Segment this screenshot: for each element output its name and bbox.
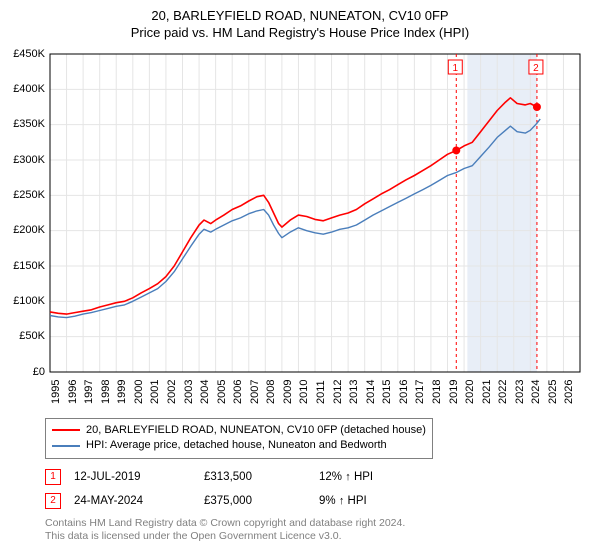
y-tick-label: £150K — [10, 260, 45, 272]
x-tick-label: 2002 — [166, 379, 178, 403]
marker-suffix: HPI — [354, 471, 373, 483]
legend-swatch — [52, 429, 80, 431]
x-tick-label: 2013 — [348, 379, 360, 403]
marker-row: 2 24-MAY-2024 £375,000 9% ↑ HPI — [45, 493, 590, 509]
marker-number-box: 1 — [45, 469, 61, 485]
marker-pct-val: 9% — [319, 495, 336, 507]
y-tick-label: £50K — [10, 330, 45, 342]
marker-suffix: HPI — [348, 495, 367, 507]
y-tick-label: £450K — [10, 48, 45, 60]
x-tick-label: 2023 — [514, 379, 526, 403]
y-tick-label: £400K — [10, 83, 45, 95]
x-tick-label: 2022 — [497, 379, 509, 403]
y-tick-label: £250K — [10, 189, 45, 201]
x-tick-label: 1998 — [100, 379, 112, 403]
footer-line: Contains HM Land Registry data © Crown c… — [45, 517, 590, 531]
svg-text:1: 1 — [452, 63, 458, 74]
legend-box: 20, BARLEYFIELD ROAD, NUNEATON, CV10 0FP… — [45, 418, 433, 459]
x-tick-label: 2021 — [481, 379, 493, 403]
x-tick-label: 2020 — [464, 379, 476, 403]
x-tick-label: 2024 — [530, 379, 542, 403]
x-tick-label: 2016 — [398, 379, 410, 403]
footer-line: This data is licensed under the Open Gov… — [45, 530, 590, 544]
y-tick-label: £0 — [10, 366, 45, 378]
chart-svg: 12 — [10, 48, 590, 412]
chart-subtitle: Price paid vs. HM Land Registry's House … — [10, 25, 590, 42]
x-tick-label: 2006 — [232, 379, 244, 403]
chart-title: 20, BARLEYFIELD ROAD, NUNEATON, CV10 0FP — [10, 8, 590, 25]
marker-pct: 12% ↑ HPI — [319, 471, 409, 483]
marker-number-box: 2 — [45, 493, 61, 509]
x-tick-label: 2017 — [414, 379, 426, 403]
x-tick-label: 2004 — [199, 379, 211, 403]
up-arrow-icon: ↑ — [345, 471, 351, 483]
svg-text:2: 2 — [533, 63, 539, 74]
legend-label: 20, BARLEYFIELD ROAD, NUNEATON, CV10 0FP… — [86, 423, 426, 438]
x-tick-label: 1999 — [116, 379, 128, 403]
x-tick-label: 2012 — [332, 379, 344, 403]
y-tick-label: £200K — [10, 224, 45, 236]
marker-row: 1 12-JUL-2019 £313,500 12% ↑ HPI — [45, 469, 590, 485]
x-tick-label: 2026 — [563, 379, 575, 403]
x-tick-label: 2009 — [282, 379, 294, 403]
footer-note: Contains HM Land Registry data © Crown c… — [45, 517, 590, 544]
marker-date: 24-MAY-2024 — [74, 495, 199, 507]
x-tick-label: 2015 — [381, 379, 393, 403]
legend-swatch — [52, 445, 80, 447]
marker-pct-val: 12% — [319, 471, 342, 483]
x-tick-label: 2003 — [183, 379, 195, 403]
y-tick-label: £350K — [10, 118, 45, 130]
x-tick-label: 2018 — [431, 379, 443, 403]
marker-table: 1 12-JUL-2019 £313,500 12% ↑ HPI 2 24-MA… — [45, 469, 590, 509]
x-tick-label: 2011 — [315, 380, 327, 404]
x-tick-label: 2008 — [265, 379, 277, 403]
marker-date: 12-JUL-2019 — [74, 471, 199, 483]
y-tick-label: £100K — [10, 295, 45, 307]
chart-area: 12£0£50K£100K£150K£200K£250K£300K£350K£4… — [10, 48, 590, 412]
x-tick-label: 1997 — [83, 379, 95, 403]
x-tick-label: 2014 — [365, 379, 377, 403]
legend-item: 20, BARLEYFIELD ROAD, NUNEATON, CV10 0FP… — [52, 423, 426, 438]
legend-item: HPI: Average price, detached house, Nune… — [52, 438, 426, 453]
y-tick-label: £300K — [10, 154, 45, 166]
x-tick-label: 2000 — [133, 379, 145, 403]
x-tick-label: 2025 — [547, 379, 559, 403]
x-tick-label: 2019 — [448, 379, 460, 403]
legend-label: HPI: Average price, detached house, Nune… — [86, 438, 387, 453]
x-tick-label: 2001 — [149, 379, 161, 403]
x-tick-label: 1996 — [67, 379, 79, 403]
marker-price: £313,500 — [204, 471, 314, 483]
x-tick-label: 2005 — [216, 379, 228, 403]
x-tick-label: 1995 — [50, 379, 62, 403]
up-arrow-icon: ↑ — [339, 495, 345, 507]
page-root: 20, BARLEYFIELD ROAD, NUNEATON, CV10 0FP… — [0, 0, 600, 560]
x-tick-label: 2010 — [298, 379, 310, 403]
marker-price: £375,000 — [204, 495, 314, 507]
marker-pct: 9% ↑ HPI — [319, 495, 409, 507]
x-tick-label: 2007 — [249, 379, 261, 403]
